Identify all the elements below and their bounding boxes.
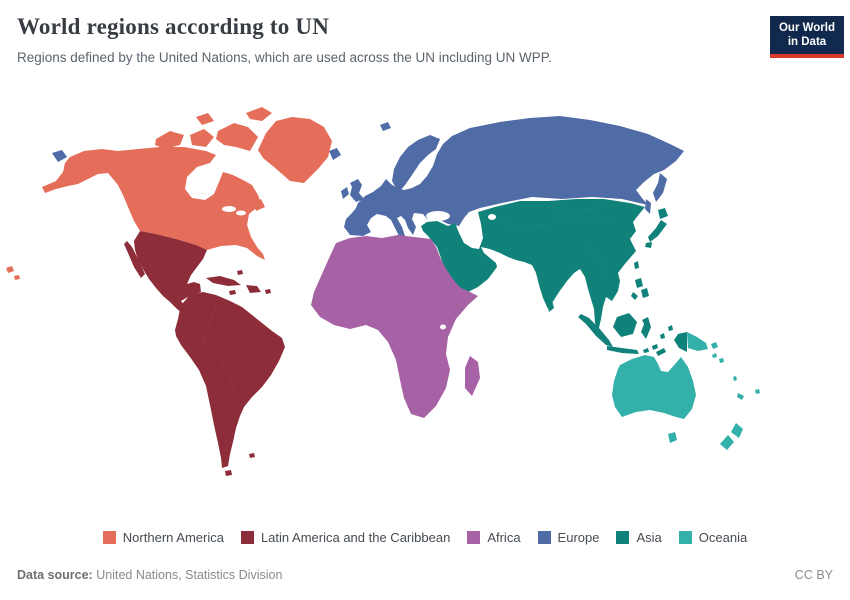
map-region-latin-america[interactable]	[124, 231, 285, 476]
legend-item-northern-america[interactable]: Northern America	[102, 530, 224, 545]
owid-logo-line2: in Data	[787, 36, 827, 49]
legend-item-oceania[interactable]: Oceania	[678, 530, 748, 545]
license-link[interactable]: CC BY	[794, 568, 833, 582]
legend-label: Oceania	[698, 530, 748, 545]
country-borders	[121, 154, 617, 398]
legend-item-africa[interactable]: Africa	[467, 530, 521, 545]
owid-logo[interactable]: Our World in Data	[770, 16, 844, 58]
world-map	[0, 95, 850, 515]
map-region-oceania[interactable]	[612, 332, 760, 450]
legend-label: Africa	[487, 530, 521, 545]
page-title: World regions according to UN	[17, 14, 330, 39]
legend-label: Europe	[557, 530, 600, 545]
map-region-asia[interactable]	[421, 199, 687, 356]
legend-label: Northern America	[122, 530, 224, 545]
legend-swatch-northern-america	[102, 531, 116, 544]
inland-water	[222, 206, 496, 330]
data-source-value: United Nations, Statistics Division	[96, 568, 283, 582]
map-region-europe[interactable]	[52, 116, 684, 246]
legend-swatch-africa	[467, 531, 481, 544]
map-region-africa[interactable]	[311, 235, 480, 418]
legend-swatch-latin-america	[240, 531, 254, 544]
chart-footer: Data source: United Nations, Statistics …	[17, 568, 833, 582]
legend-item-asia[interactable]: Asia	[616, 530, 662, 545]
page-subtitle: Regions defined by the United Nations, w…	[17, 50, 552, 65]
legend-swatch-europe	[537, 531, 551, 544]
legend-label: Latin America and the Caribbean	[260, 530, 451, 545]
map-region-northern-america[interactable]	[6, 107, 332, 280]
legend-item-latin-america[interactable]: Latin America and the Caribbean	[240, 530, 451, 545]
legend-swatch-asia	[616, 531, 630, 544]
data-source-label: Data source:	[17, 568, 93, 582]
legend-item-europe[interactable]: Europe	[537, 530, 600, 545]
map-legend: Northern America Latin America and the C…	[0, 530, 850, 545]
legend-label: Asia	[636, 530, 662, 545]
owid-logo-line1: Our World	[778, 22, 835, 34]
data-source: Data source: United Nations, Statistics …	[17, 568, 282, 582]
legend-swatch-oceania	[678, 531, 692, 544]
